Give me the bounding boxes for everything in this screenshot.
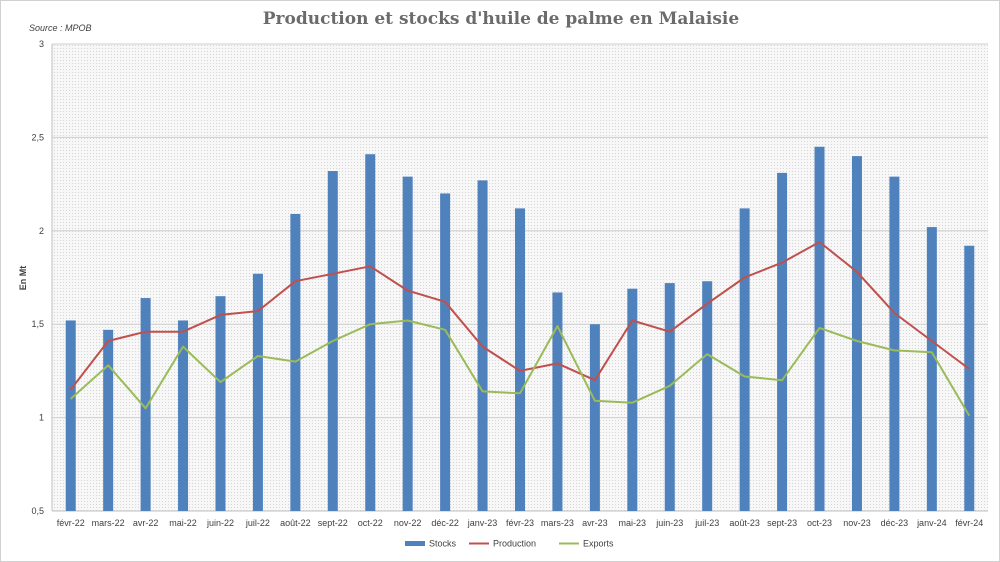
legend-label-exports: Exports xyxy=(583,539,614,549)
source-note: Source : MPOB xyxy=(29,23,92,33)
y-tick-label: 2 xyxy=(39,226,44,236)
chart-title: Production et stocks d'huile de palme en… xyxy=(262,9,740,29)
x-tick-label: janv-24 xyxy=(916,518,947,528)
x-tick-label: juil-23 xyxy=(694,518,719,528)
y-axis-label: En Mt xyxy=(18,266,28,291)
x-tick-label: sept-23 xyxy=(767,518,797,528)
x-tick-label: nov-23 xyxy=(843,518,871,528)
bar-stocks xyxy=(365,154,376,511)
x-tick-label: déc-22 xyxy=(431,518,459,528)
bar-stocks xyxy=(777,172,788,511)
bar-stocks xyxy=(664,283,675,511)
x-tick-label: avr-22 xyxy=(133,518,159,528)
bar-stocks xyxy=(702,281,713,511)
x-tick-label: déc-23 xyxy=(881,518,909,528)
bar-stocks xyxy=(402,176,413,512)
x-tick-label: sept-22 xyxy=(318,518,348,528)
bar-stocks xyxy=(964,245,975,511)
bar-stocks xyxy=(65,320,76,511)
bar-stocks xyxy=(552,292,563,511)
x-tick-label: févr-23 xyxy=(506,518,534,528)
y-tick-label: 2,5 xyxy=(31,132,44,142)
bar-stocks xyxy=(515,208,525,511)
bar-stocks xyxy=(140,298,151,511)
x-tick-label: avr-23 xyxy=(582,518,608,528)
legend-label-stocks: Stocks xyxy=(429,539,457,549)
x-tick-label: mars-23 xyxy=(541,518,574,528)
bar-stocks xyxy=(627,288,638,511)
series-line-exports xyxy=(70,319,971,417)
bar-stocks xyxy=(215,296,226,511)
x-tick-label: févr-24 xyxy=(955,518,983,528)
bar-stocks xyxy=(739,208,750,511)
legend-swatch-stocks xyxy=(405,541,425,546)
x-tick-label: juin-23 xyxy=(655,518,683,528)
bar-stocks xyxy=(889,176,900,512)
x-tick-label: oct-23 xyxy=(807,518,832,528)
bar-stocks xyxy=(851,156,862,511)
y-tick-label: 0,5 xyxy=(31,506,44,516)
x-tick-label: nov-22 xyxy=(394,518,422,528)
bar-stocks xyxy=(926,227,937,511)
y-tick-label: 1,5 xyxy=(31,319,44,329)
x-tick-label: mai-23 xyxy=(619,518,647,528)
bar-stocks xyxy=(589,324,600,511)
bar-stocks xyxy=(252,273,263,511)
y-tick-label: 1 xyxy=(39,413,44,423)
y-tick-label: 3 xyxy=(39,39,44,49)
x-tick-label: janv-23 xyxy=(467,518,498,528)
bar-stocks xyxy=(178,320,189,511)
x-tick-label: mai-22 xyxy=(169,518,197,528)
x-tick-label: juil-22 xyxy=(245,518,270,528)
x-tick-label: févr-22 xyxy=(57,518,85,528)
bar-stocks xyxy=(103,329,114,511)
x-tick-label: mars-22 xyxy=(92,518,125,528)
x-tick-label: août-23 xyxy=(729,518,760,528)
x-tick-label: août-22 xyxy=(280,518,311,528)
legend-label-production: Production xyxy=(493,539,536,549)
series-line-production xyxy=(69,241,970,391)
bar-stocks xyxy=(440,193,451,511)
x-tick-label: oct-22 xyxy=(358,518,383,528)
x-tick-label: juin-22 xyxy=(206,518,234,528)
